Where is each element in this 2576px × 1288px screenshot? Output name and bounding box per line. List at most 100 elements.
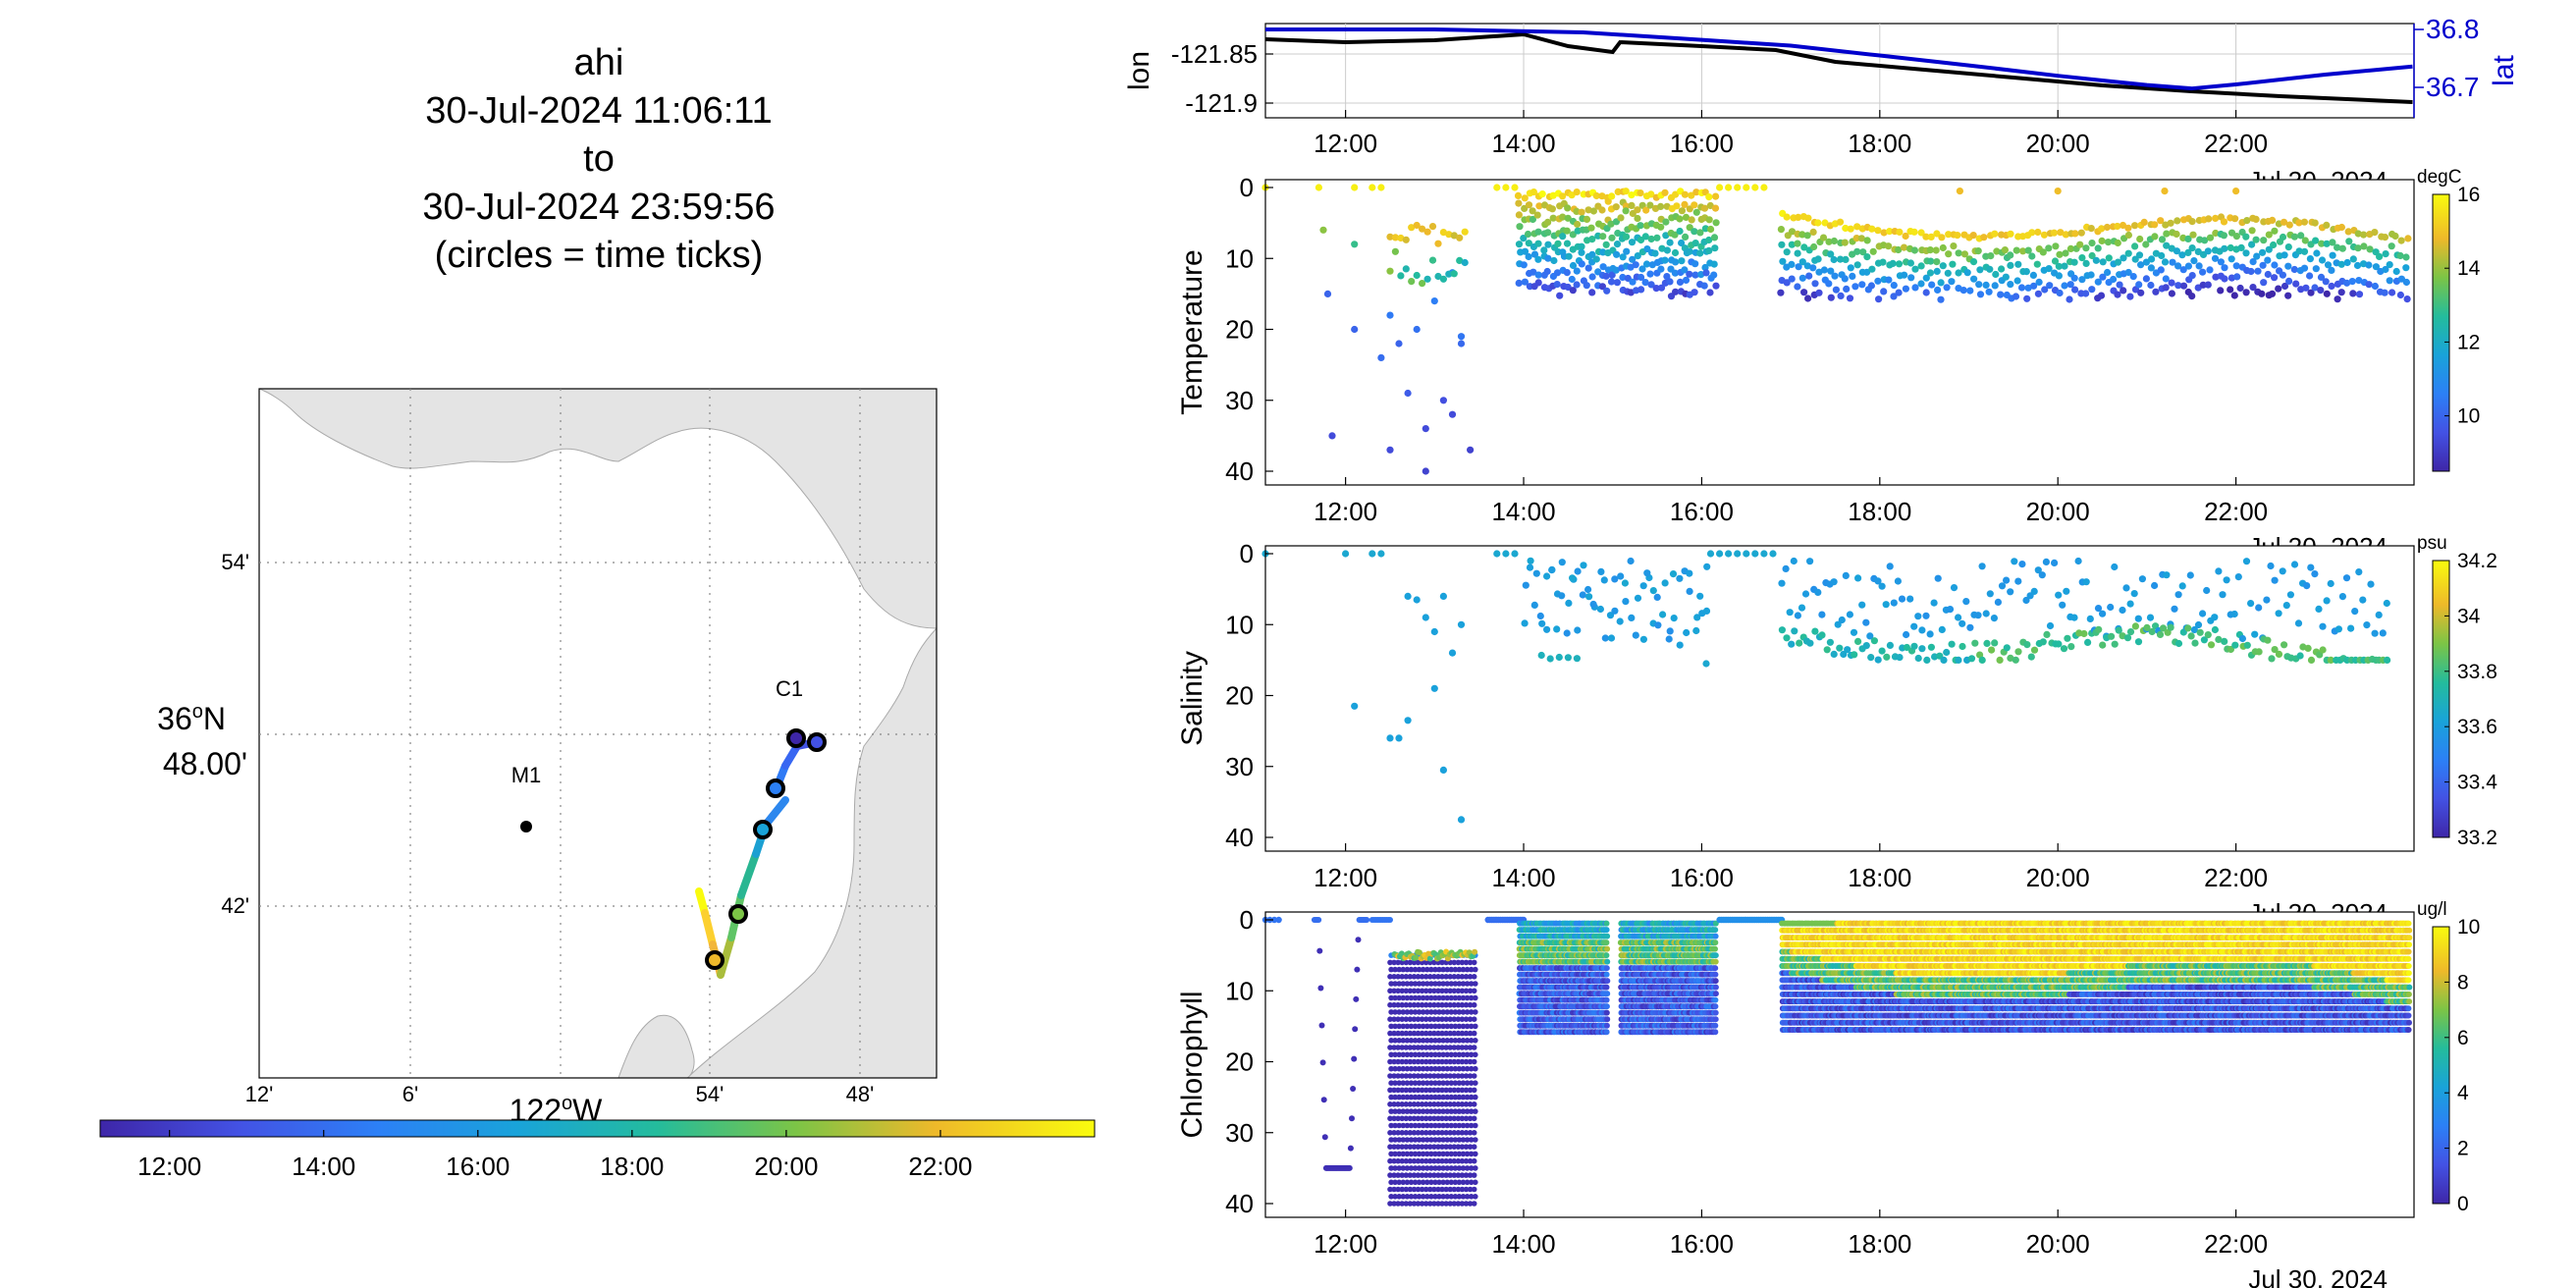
- data-point: [1838, 616, 1846, 624]
- data-point: [1346, 1164, 1353, 1171]
- map-lat-tick-48: 48.00': [163, 746, 247, 781]
- data-point: [1608, 234, 1616, 242]
- data-point: [1895, 245, 1903, 254]
- data-point: [2178, 251, 2186, 259]
- data-point: [1691, 271, 1699, 279]
- data-point: [1959, 287, 1967, 295]
- data-point: [2174, 262, 2182, 270]
- data-point: [1769, 550, 1777, 558]
- data-point: [1830, 237, 1838, 245]
- data-point: [1712, 971, 1719, 978]
- data-point: [1399, 1186, 1405, 1193]
- data-point: [1918, 645, 1926, 653]
- data-point: [1985, 288, 1993, 295]
- data-point: [1408, 1194, 1415, 1200]
- data-point: [2171, 605, 2178, 613]
- data-point: [2303, 582, 2311, 590]
- data-point: [1412, 1023, 1419, 1030]
- time-colorbar: [99, 1119, 1096, 1138]
- data-point: [1841, 239, 1849, 246]
- data-point: [2074, 557, 2082, 565]
- data-point: [1906, 595, 1914, 603]
- x-axis-tick-label: 22:00: [2204, 129, 2268, 158]
- y-axis-label: Temperature: [1176, 249, 1208, 414]
- data-point: [2007, 588, 2014, 596]
- data-point: [2097, 292, 2106, 299]
- data-point: [2017, 284, 2026, 292]
- data-point: [1457, 333, 1466, 341]
- data-point: [1540, 246, 1548, 254]
- data-point: [2270, 241, 2278, 249]
- data-point: [1412, 1179, 1419, 1186]
- data-point: [1842, 255, 1850, 263]
- data-point: [1320, 1097, 1327, 1103]
- data-point: [1944, 269, 1952, 277]
- data-point: [2012, 293, 2020, 300]
- data-point: [1400, 1080, 1407, 1086]
- data-point: [1416, 1065, 1422, 1072]
- data-point: [1388, 1051, 1394, 1058]
- data-point: [1836, 644, 1844, 652]
- data-point: [1613, 241, 1622, 248]
- data-point: [2028, 229, 2036, 237]
- data-point: [1686, 569, 1693, 577]
- data-point: [1712, 1022, 1719, 1029]
- data-point: [1549, 214, 1557, 222]
- data-point: [1622, 598, 1630, 606]
- data-point: [1963, 269, 1971, 277]
- data-point: [1471, 959, 1477, 966]
- data-point: [1408, 1165, 1415, 1171]
- data-point: [1794, 249, 1801, 257]
- data-point: [1391, 1045, 1397, 1050]
- data-point: [2203, 586, 2211, 595]
- time-colorbar-tick-label: 22:00: [908, 1152, 972, 1181]
- data-point: [2279, 233, 2287, 242]
- data-point: [1396, 966, 1402, 973]
- data-point: [1457, 816, 1466, 824]
- data-point: [1399, 1115, 1405, 1122]
- data-point: [1705, 236, 1713, 244]
- data-point: [2156, 630, 2165, 639]
- data-point: [1634, 252, 1641, 260]
- data-point: [1796, 639, 1803, 647]
- data-point: [1937, 279, 1945, 287]
- data-point: [1657, 265, 1665, 273]
- data-point: [2137, 261, 2145, 269]
- data-point: [2206, 266, 2214, 274]
- data-point: [2353, 261, 2362, 270]
- data-point: [1791, 627, 1798, 635]
- data-point: [1391, 247, 1399, 255]
- data-point: [2142, 275, 2150, 283]
- data-point: [1412, 994, 1419, 1001]
- data-point: [1690, 201, 1698, 209]
- data-point: [2212, 229, 2220, 238]
- data-point: [2242, 558, 2251, 565]
- data-point: [1538, 190, 1546, 198]
- data-point: [1959, 642, 1966, 651]
- data-point: [2013, 277, 2021, 285]
- data-point: [1543, 625, 1551, 633]
- data-point: [1568, 275, 1576, 284]
- data-point: [1493, 550, 1501, 558]
- data-point: [2148, 627, 2156, 636]
- data-point: [1991, 230, 1999, 238]
- data-point: [1445, 231, 1453, 239]
- data-point: [1411, 1058, 1418, 1065]
- data-point: [2045, 265, 2053, 273]
- data-point: [1396, 994, 1402, 1001]
- data-point: [1914, 654, 1922, 663]
- data-point: [2300, 264, 2309, 272]
- data-point: [2105, 254, 2113, 262]
- data-point: [1603, 939, 1610, 946]
- data-point: [1388, 1194, 1394, 1200]
- data-point: [1520, 235, 1528, 242]
- data-point: [1710, 234, 1719, 242]
- data-point: [1910, 246, 1918, 254]
- data-point: [2045, 244, 2053, 252]
- data-point: [1400, 1094, 1407, 1100]
- data-point: [1573, 655, 1581, 663]
- data-point: [1602, 272, 1610, 280]
- time-colorbar-tick-label: 14:00: [292, 1152, 355, 1181]
- data-point: [1411, 1157, 1418, 1164]
- data-point: [1403, 1030, 1410, 1037]
